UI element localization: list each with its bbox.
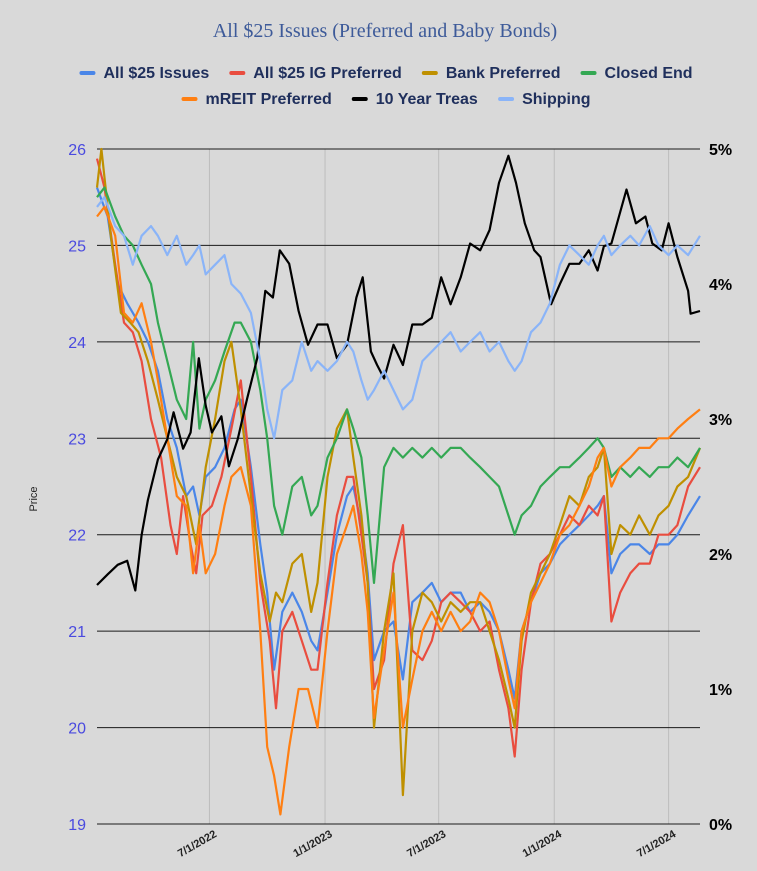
y-tick-label: 24	[68, 335, 86, 352]
legend-label: mREIT Preferred	[205, 91, 331, 108]
legend-item-shipping: Shipping	[498, 91, 591, 108]
series-line-10-year-treas	[96, 154, 701, 592]
y-tick-label: 20	[68, 721, 86, 738]
chart-title: All $25 Issues (Preferred and Baby Bonds…	[213, 20, 557, 42]
x-tick-label: 7/1/2023	[405, 828, 448, 860]
x-axis-ticks: 7/1/2022 1/1/2023 7/1/2023 1/1/2024 7/1/2024	[176, 828, 679, 860]
legend-item-closed-end: Closed End	[580, 65, 693, 82]
legend-item-10-year-treas: 10 Year Treas	[351, 91, 478, 108]
legend-item-mreit-preferred: mREIT Preferred	[181, 91, 332, 108]
left-axis-ticks: 19 20 21 22 23 24 25 26	[68, 142, 86, 834]
series-layer	[95, 147, 702, 816]
vertical-gridlines	[208, 149, 670, 824]
x-tick-label: 1/1/2023	[291, 828, 334, 860]
y2-tick-label: 0%	[709, 817, 732, 834]
series-line-all-25-ig-preferred	[95, 158, 701, 758]
legend-label: All $25 IG Preferred	[253, 65, 402, 82]
y-tick-label: 22	[68, 528, 86, 545]
legend-label: All $25 Issues	[103, 65, 209, 82]
y2-tick-label: 3%	[709, 412, 732, 429]
series-line-closed-end	[96, 186, 701, 585]
y-tick-label: 26	[68, 142, 86, 159]
series-line-mreit-preferred	[96, 205, 701, 816]
y2-tick-label: 5%	[709, 142, 732, 159]
x-tick-label: 7/1/2024	[635, 828, 679, 860]
horizontal-gridlines	[97, 148, 700, 825]
legend-label: Bank Preferred	[446, 65, 561, 82]
y-tick-label: 25	[68, 238, 86, 255]
y2-tick-label: 1%	[709, 682, 732, 699]
x-tick-label: 7/1/2022	[176, 828, 219, 860]
legend-item-all-25-ig-preferred: All $25 IG Preferred	[229, 65, 402, 82]
legend-label: Shipping	[522, 91, 590, 108]
y-tick-label: 23	[68, 431, 86, 448]
legend-item-bank-preferred: Bank Preferred	[421, 65, 561, 82]
y-axis-label: Price	[28, 486, 40, 511]
y-tick-label: 19	[68, 817, 86, 834]
y2-tick-label: 4%	[709, 277, 732, 294]
y2-tick-label: 2%	[709, 547, 732, 564]
legend: All $25 Issues All $25 IG Preferred Bank P…	[79, 65, 693, 108]
legend-label: Closed End	[605, 65, 693, 82]
x-tick-label: 1/1/2024	[521, 828, 565, 860]
legend-item-all-25-issues: All $25 Issues	[79, 65, 209, 82]
legend-label: 10 Year Treas	[376, 91, 478, 108]
y-tick-label: 21	[68, 624, 86, 641]
series-line-shipping	[96, 196, 701, 440]
right-axis-ticks: 0% 1% 2% 3% 4% 5%	[709, 142, 732, 834]
